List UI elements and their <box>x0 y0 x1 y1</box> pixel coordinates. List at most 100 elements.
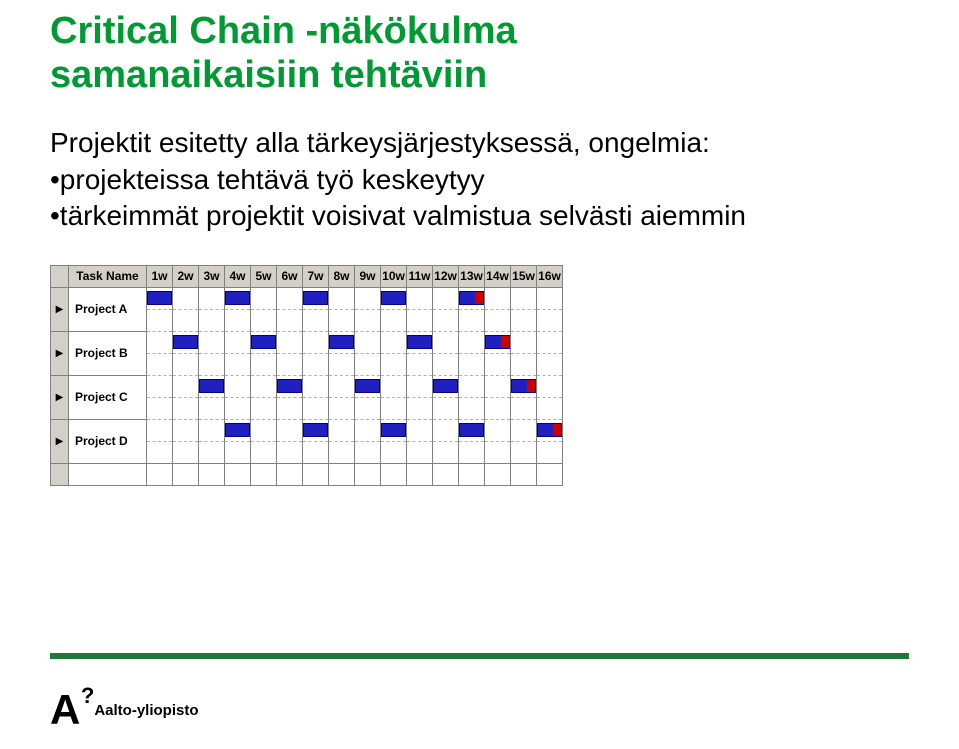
gantt-bar <box>277 379 302 393</box>
gantt-cell-3-3 <box>199 419 225 441</box>
gantt-footer-7 <box>303 463 329 485</box>
gantt-spacer-1-2 <box>173 353 199 375</box>
gantt-cell-2-13 <box>459 375 485 397</box>
gantt-header-week-8: 8w <box>329 265 355 287</box>
gantt-header-week-13: 13w <box>459 265 485 287</box>
title-line-1: Critical Chain -näkökulma <box>50 10 517 52</box>
gantt-spacer-0-10 <box>381 309 407 331</box>
gantt-cell-0-1 <box>147 287 173 309</box>
gantt-row-expand-0: ▶ <box>51 287 69 331</box>
gantt-spacer-2-12 <box>433 397 459 419</box>
gantt-cell-0-2 <box>173 287 199 309</box>
gantt-cell-3-7 <box>303 419 329 441</box>
gantt-spacer-1-12 <box>433 353 459 375</box>
gantt-cell-2-5 <box>251 375 277 397</box>
gantt-spacer-0-3 <box>199 309 225 331</box>
gantt-cell-3-6 <box>277 419 303 441</box>
gantt-header-week-1: 1w <box>147 265 173 287</box>
gantt-footer-6 <box>277 463 303 485</box>
aalto-logo-mark: A? <box>50 689 80 731</box>
gantt-cell-3-13 <box>459 419 485 441</box>
gantt-spacer-2-9 <box>355 397 381 419</box>
gantt-row-name-1: Project B <box>69 331 147 375</box>
gantt-spacer-0-4 <box>225 309 251 331</box>
gantt-cell-1-5 <box>251 331 277 353</box>
gantt-footer-11 <box>407 463 433 485</box>
gantt-cell-0-5 <box>251 287 277 309</box>
gantt-spacer-2-5 <box>251 397 277 419</box>
gantt-spacer-2-15 <box>511 397 537 419</box>
gantt-cell-3-9 <box>355 419 381 441</box>
gantt-spacer-3-9 <box>355 441 381 463</box>
gantt-bar-end <box>485 335 510 349</box>
gantt-cell-3-8 <box>329 419 355 441</box>
gantt-bar <box>251 335 276 349</box>
gantt-cell-0-12 <box>433 287 459 309</box>
gantt-spacer-2-14 <box>485 397 511 419</box>
aalto-logo: A? Aalto-yliopisto <box>50 689 199 731</box>
gantt-bar <box>329 335 354 349</box>
gantt-bar <box>381 291 406 305</box>
gantt-spacer-2-11 <box>407 397 433 419</box>
gantt-cell-1-9 <box>355 331 381 353</box>
gantt-spacer-1-5 <box>251 353 277 375</box>
gantt-cell-3-11 <box>407 419 433 441</box>
gantt-cell-2-11 <box>407 375 433 397</box>
gantt-bar <box>407 335 432 349</box>
gantt-spacer-3-2 <box>173 441 199 463</box>
gantt-header-week-14: 14w <box>485 265 511 287</box>
gantt-spacer-2-4 <box>225 397 251 419</box>
gantt-footer-3 <box>199 463 225 485</box>
gantt-spacer-3-13 <box>459 441 485 463</box>
gantt-footer-2 <box>173 463 199 485</box>
gantt-cell-2-15 <box>511 375 537 397</box>
aalto-logo-text: Aalto-yliopisto <box>94 702 198 719</box>
gantt-footer-9 <box>355 463 381 485</box>
gantt-cell-1-7 <box>303 331 329 353</box>
gantt-row-name-2: Project C <box>69 375 147 419</box>
gantt-cell-3-15 <box>511 419 537 441</box>
gantt-spacer-3-4 <box>225 441 251 463</box>
gantt-cell-2-4 <box>225 375 251 397</box>
gantt-spacer-0-8 <box>329 309 355 331</box>
gantt-bar <box>303 423 328 437</box>
gantt-cell-2-12 <box>433 375 459 397</box>
gantt-spacer-0-14 <box>485 309 511 331</box>
gantt-header-week-10: 10w <box>381 265 407 287</box>
gantt-header-week-9: 9w <box>355 265 381 287</box>
gantt-bar <box>303 291 328 305</box>
gantt-cell-1-4 <box>225 331 251 353</box>
gantt-cell-1-3 <box>199 331 225 353</box>
gantt-cell-0-6 <box>277 287 303 309</box>
gantt-spacer-2-6 <box>277 397 303 419</box>
gantt-spacer-1-1 <box>147 353 173 375</box>
gantt-bar <box>459 423 484 437</box>
gantt-cell-3-2 <box>173 419 199 441</box>
gantt-spacer-2-1 <box>147 397 173 419</box>
gantt-cell-2-2 <box>173 375 199 397</box>
gantt-spacer-3-5 <box>251 441 277 463</box>
gantt-cell-2-1 <box>147 375 173 397</box>
gantt-row-expand-2: ▶ <box>51 375 69 419</box>
gantt-bar <box>147 291 172 305</box>
gantt-header-week-3: 3w <box>199 265 225 287</box>
gantt-chart: Task Name1w2w3w4w5w6w7w8w9w10w11w12w13w1… <box>50 265 909 486</box>
gantt-cell-2-6 <box>277 375 303 397</box>
gantt-spacer-0-12 <box>433 309 459 331</box>
gantt-spacer-3-8 <box>329 441 355 463</box>
gantt-row-expand-3: ▶ <box>51 419 69 463</box>
gantt-spacer-0-1 <box>147 309 173 331</box>
gantt-cell-1-13 <box>459 331 485 353</box>
gantt-bar <box>433 379 458 393</box>
gantt-spacer-1-3 <box>199 353 225 375</box>
gantt-cell-1-8 <box>329 331 355 353</box>
gantt-cell-1-14 <box>485 331 511 353</box>
gantt-header-week-7: 7w <box>303 265 329 287</box>
gantt-spacer-0-6 <box>277 309 303 331</box>
gantt-spacer-3-3 <box>199 441 225 463</box>
gantt-footer-4 <box>225 463 251 485</box>
gantt-spacer-2-8 <box>329 397 355 419</box>
gantt-footer-blank2 <box>69 463 147 485</box>
gantt-footer-14 <box>485 463 511 485</box>
gantt-spacer-1-13 <box>459 353 485 375</box>
